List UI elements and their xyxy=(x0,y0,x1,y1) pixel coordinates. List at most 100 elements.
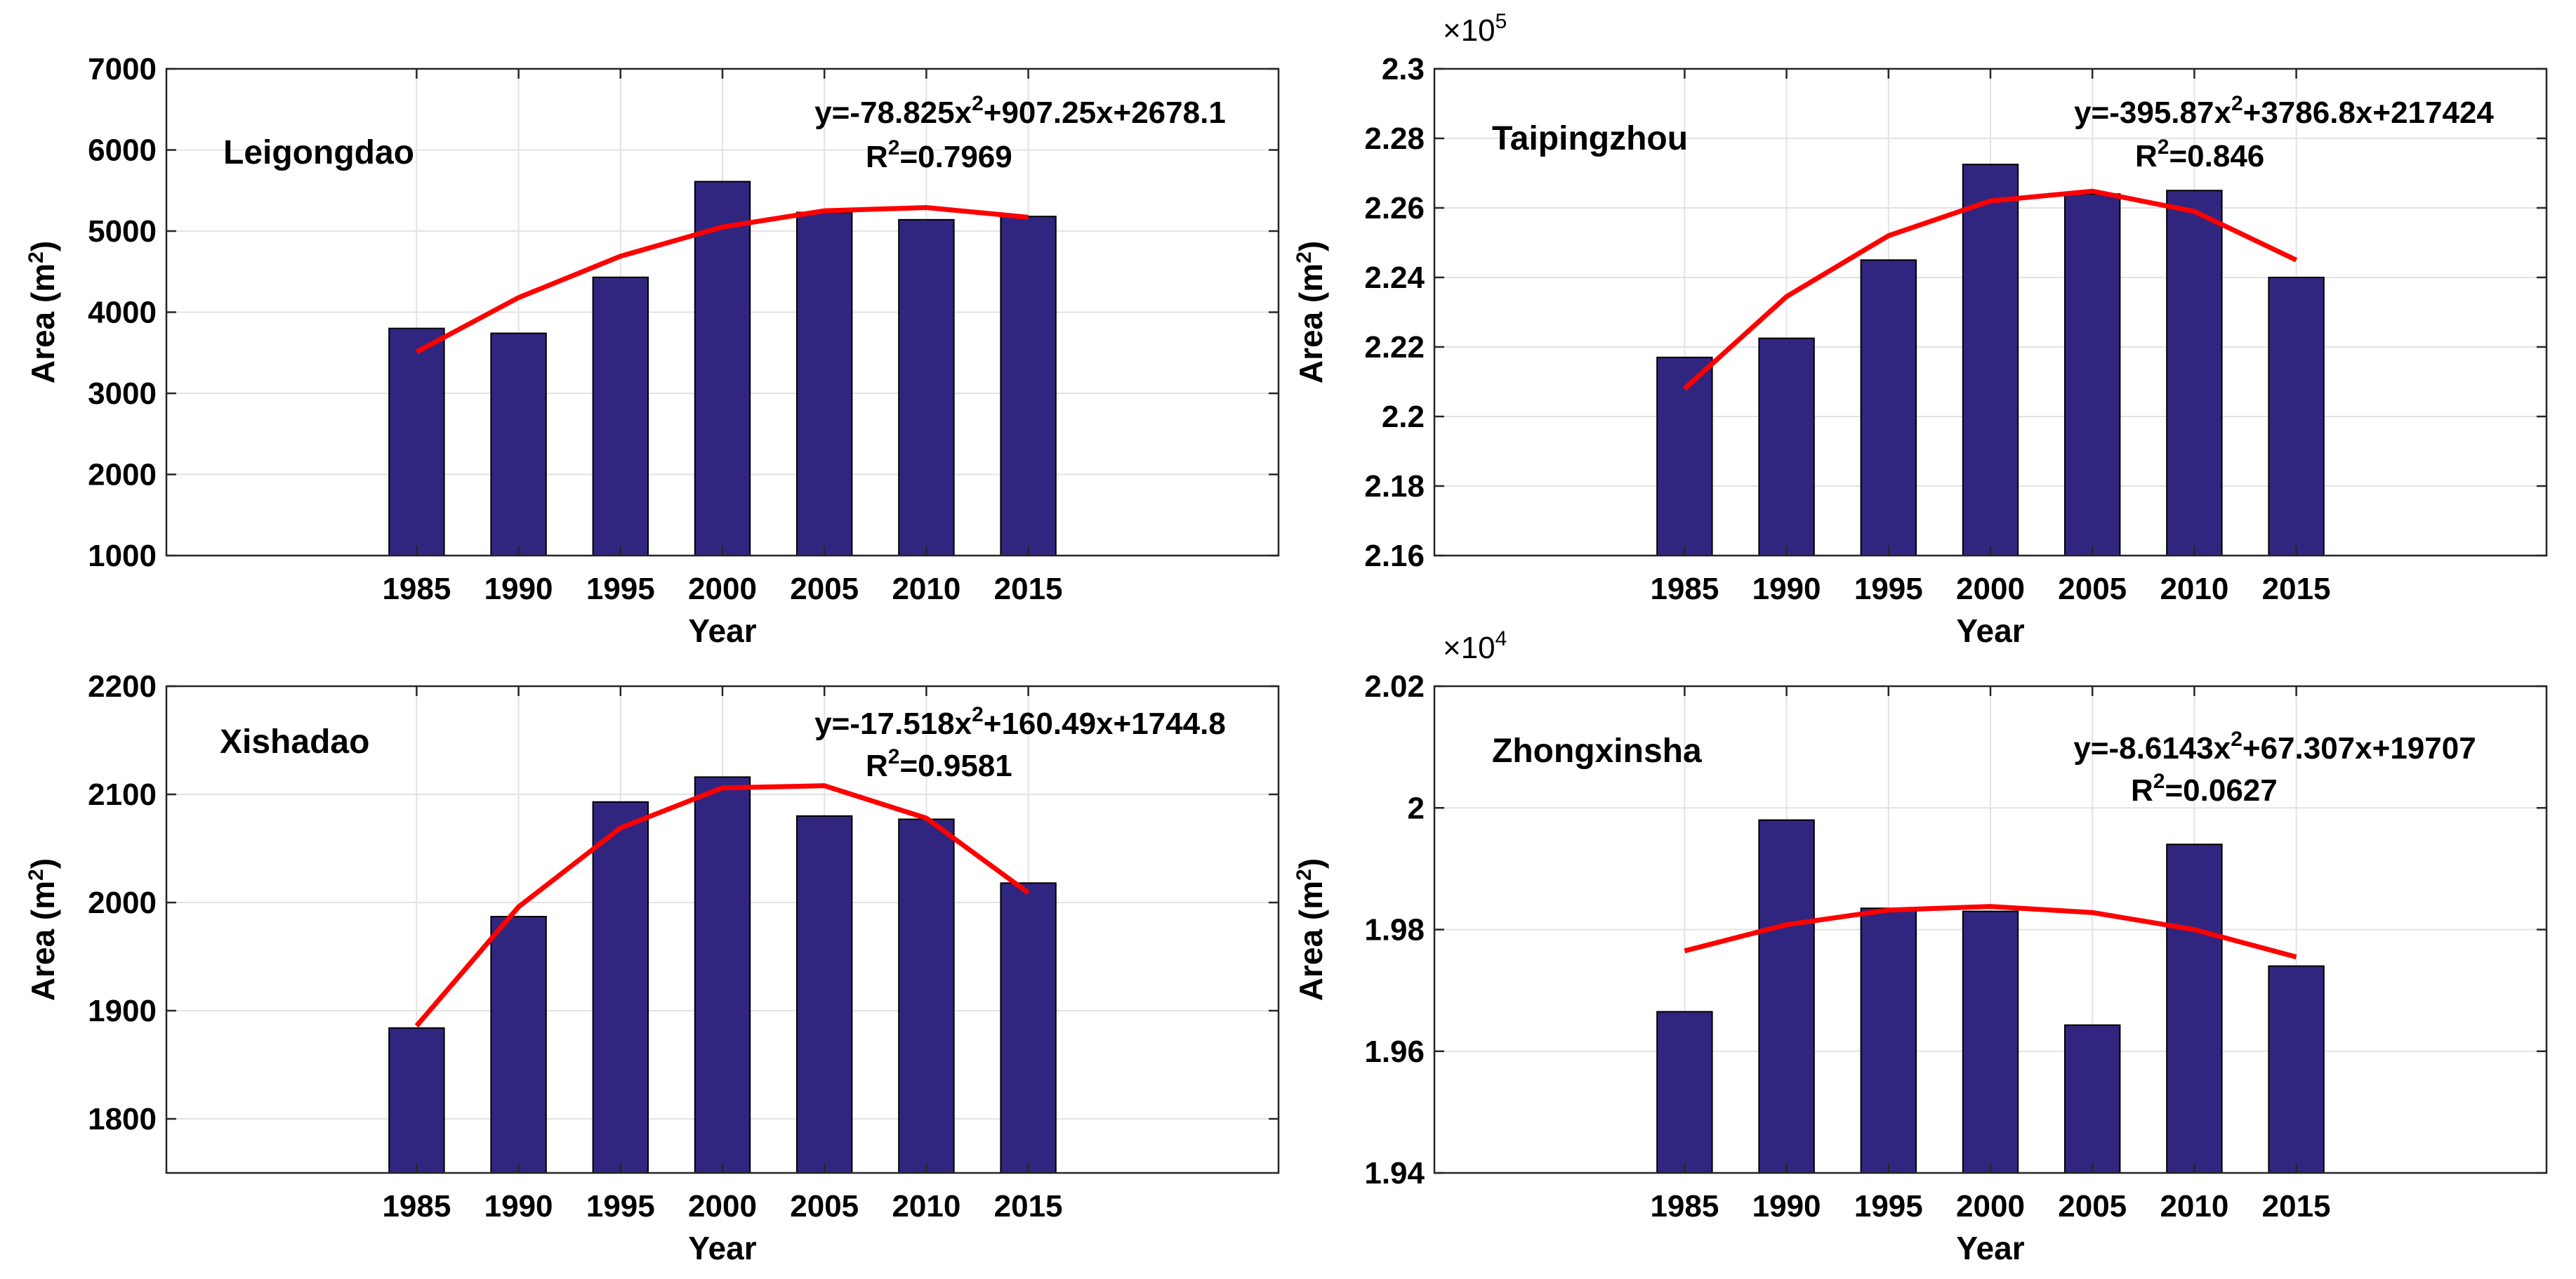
x-axis-title: Year xyxy=(1956,612,2024,649)
fit-equation: y=-17.518x2+160.49x+1744.8 xyxy=(814,703,1226,741)
r-squared-exponent: 2 xyxy=(888,136,900,159)
x-tick-label: 1990 xyxy=(1752,572,1821,606)
y-axis-title-exponent: 2 xyxy=(25,869,48,881)
fit-r-squared: R2=0.0627 xyxy=(2131,770,2278,808)
x-tick-label: 2015 xyxy=(2262,572,2331,606)
fit-equation-a: y=-8.6143x xyxy=(2073,731,2231,766)
y-tick-label: 1900 xyxy=(88,994,157,1028)
r-squared-value: =0.9581 xyxy=(899,749,1012,783)
x-tick-label: 1985 xyxy=(1650,1189,1719,1224)
bar-2015 xyxy=(2268,965,2325,1174)
y-tick-label: 3000 xyxy=(88,376,157,411)
y-tick-label: 2.26 xyxy=(1364,191,1425,225)
r-squared-label: R xyxy=(866,140,888,174)
bar-2000 xyxy=(1962,164,2019,556)
fit-equation: y=-78.825x2+907.25x+2678.1 xyxy=(814,92,1226,130)
r-squared-label: R xyxy=(866,749,888,783)
x-tick-label: 2000 xyxy=(1956,572,2025,606)
y-axis-title: Area (m2) xyxy=(1293,241,1329,383)
bar-2005 xyxy=(2063,1024,2121,1174)
bar-1995 xyxy=(592,801,649,1174)
bar-1985 xyxy=(388,1027,445,1174)
panel-zhongxinsha: 1.94 1.96 1.98 2 2.02 1985 1990 1995 2000 2005 201… xyxy=(1293,627,2548,1266)
panel-xishadao: 1800 1900 2000 2100 2200 1985 1990 1995 2000 2005… xyxy=(25,669,1280,1266)
bar-2010 xyxy=(2166,844,2223,1174)
y-tick-label: 2.3 xyxy=(1382,52,1425,86)
x-tick-label: 1990 xyxy=(484,1189,553,1224)
x-tick-label: 1995 xyxy=(586,572,655,606)
fit-equation-b: +3786.8x+217424 xyxy=(2243,96,2495,130)
y-tick-label: 2200 xyxy=(88,669,157,704)
bar-1995 xyxy=(1860,259,1917,556)
y-axis-title-exponent: 2 xyxy=(25,251,48,263)
bar-1995 xyxy=(1860,907,1917,1174)
fit-equation-b: +67.307x+19707 xyxy=(2243,731,2476,766)
y-tick-label: 2.22 xyxy=(1364,330,1425,365)
y-tick-label: 1000 xyxy=(88,539,157,573)
bar-1985 xyxy=(1656,1011,1713,1174)
bar-2010 xyxy=(898,818,955,1174)
y-tick-label: 2100 xyxy=(88,778,157,812)
fit-equation-a: y=-78.825x xyxy=(814,96,972,130)
fit-curve xyxy=(414,783,1030,1028)
y-tick-label: 6000 xyxy=(88,133,157,168)
r-squared-exponent: 2 xyxy=(888,745,900,768)
x-tick-label: 2010 xyxy=(892,1189,960,1224)
x-tick-label: 2010 xyxy=(2160,1189,2228,1224)
y-scale-factor: ×104 xyxy=(1443,627,1507,665)
y-axis-title-text: Area (m xyxy=(1293,263,1329,383)
y-tick-label: 2.18 xyxy=(1364,469,1425,504)
bar-2015 xyxy=(1000,882,1057,1174)
bar-2010 xyxy=(2166,190,2223,556)
bar-1990 xyxy=(490,332,547,556)
panel-title: Xishadao xyxy=(220,723,369,761)
y-tick-label: 2.16 xyxy=(1364,539,1425,573)
bar-2015 xyxy=(2268,277,2325,556)
bar-2010 xyxy=(898,218,955,556)
y-tick-label: 2.24 xyxy=(1364,261,1425,295)
y-axis-title-exponent: 2 xyxy=(1293,251,1316,263)
y-axis-title-close: ) xyxy=(25,241,61,251)
r-squared-label: R xyxy=(2131,773,2153,808)
x-axis-title: Year xyxy=(688,612,756,649)
x-tick-label: 2015 xyxy=(994,1189,1063,1224)
fit-curve xyxy=(415,205,1029,355)
y-axis-title: Area (m2) xyxy=(1293,858,1329,1001)
y-axis-title-close: ) xyxy=(25,858,61,869)
fit-equation-b: +160.49x+1744.8 xyxy=(984,707,1226,741)
bar-1990 xyxy=(490,916,547,1174)
x-tick-label: 1985 xyxy=(1650,572,1719,606)
bar-1985 xyxy=(388,327,445,556)
r-squared-value: =0.846 xyxy=(2169,139,2264,173)
y-tick-label: 5000 xyxy=(88,214,157,249)
y-tick-label: 1.98 xyxy=(1364,913,1425,947)
y-axis-title: Area (m2) xyxy=(25,241,61,383)
bar-1995 xyxy=(592,276,649,556)
fit-r-squared: R2=0.9581 xyxy=(866,745,1012,783)
x-axis-title: Year xyxy=(1956,1230,2024,1266)
fit-r-squared: R2=0.846 xyxy=(2135,136,2264,173)
y-tick-label: 1.94 xyxy=(1364,1156,1425,1191)
y-tick-label: 2000 xyxy=(88,886,157,920)
y-axis-title-text: Area (m xyxy=(25,263,61,383)
fit-equation-a: y=-395.87x xyxy=(2074,96,2231,130)
y-scale-exponent: 4 xyxy=(1495,627,1507,650)
y-scale-factor: ×105 xyxy=(1443,10,1507,48)
y-tick-label: 4000 xyxy=(88,296,157,330)
x-tick-label: 1985 xyxy=(382,572,451,606)
y-tick-label: 1800 xyxy=(88,1102,157,1136)
fit-equation: y=-8.6143x2+67.307x+19707 xyxy=(2073,728,2476,766)
x-tick-label: 2005 xyxy=(790,1189,859,1224)
panel-leigongdao: 1000 2000 3000 4000 5000 6000 7000 1985 1990 1995… xyxy=(25,52,1280,649)
bar-2005 xyxy=(2063,193,2121,556)
x-tick-label: 2010 xyxy=(2160,572,2228,606)
y-tick-label: 2 xyxy=(1408,791,1425,825)
x-tick-label: 2010 xyxy=(892,572,960,606)
fit-equation: y=-395.87x2+3786.8x+217424 xyxy=(2074,92,2494,130)
x-tick-label: 1985 xyxy=(382,1189,451,1224)
r-squared-label: R xyxy=(2135,139,2158,173)
panel-title: Zhongxinsha xyxy=(1492,733,1702,770)
panel-title: Leigongdao xyxy=(223,134,414,171)
r-squared-value: =0.0627 xyxy=(2165,773,2277,808)
